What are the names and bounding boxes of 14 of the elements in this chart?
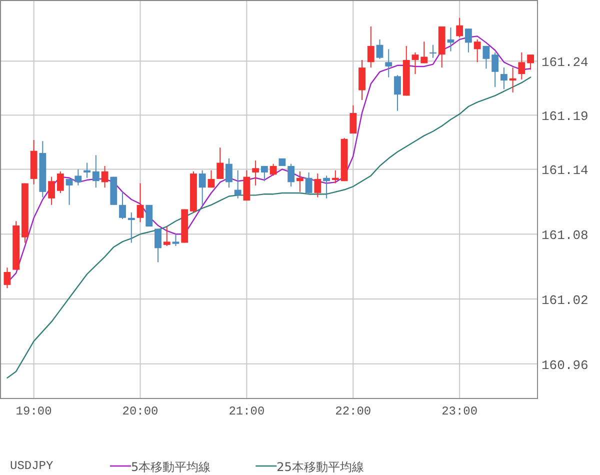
- legend-label: 25本移動平均線: [276, 460, 364, 474]
- y-tick-label: 161.19: [542, 109, 588, 124]
- legend-label: 5本移動平均線: [131, 460, 211, 474]
- y-tick-label: 161.08: [542, 228, 588, 244]
- text: USDJPY: [10, 459, 54, 473]
- y-tick-label: 161.24: [542, 55, 589, 70]
- x-tick-label: 23:00: [442, 404, 478, 418]
- y-tick-label: 161.14: [542, 163, 589, 178]
- x-tick-label: 19:00: [16, 404, 52, 418]
- x-tick-label: 22:00: [335, 404, 372, 418]
- y-tick-label: 160.96: [542, 358, 588, 373]
- x-tick-label: 20:00: [122, 404, 158, 418]
- y-tick-label: 161.02: [542, 293, 588, 308]
- x-tick-label: 21:00: [228, 404, 265, 418]
